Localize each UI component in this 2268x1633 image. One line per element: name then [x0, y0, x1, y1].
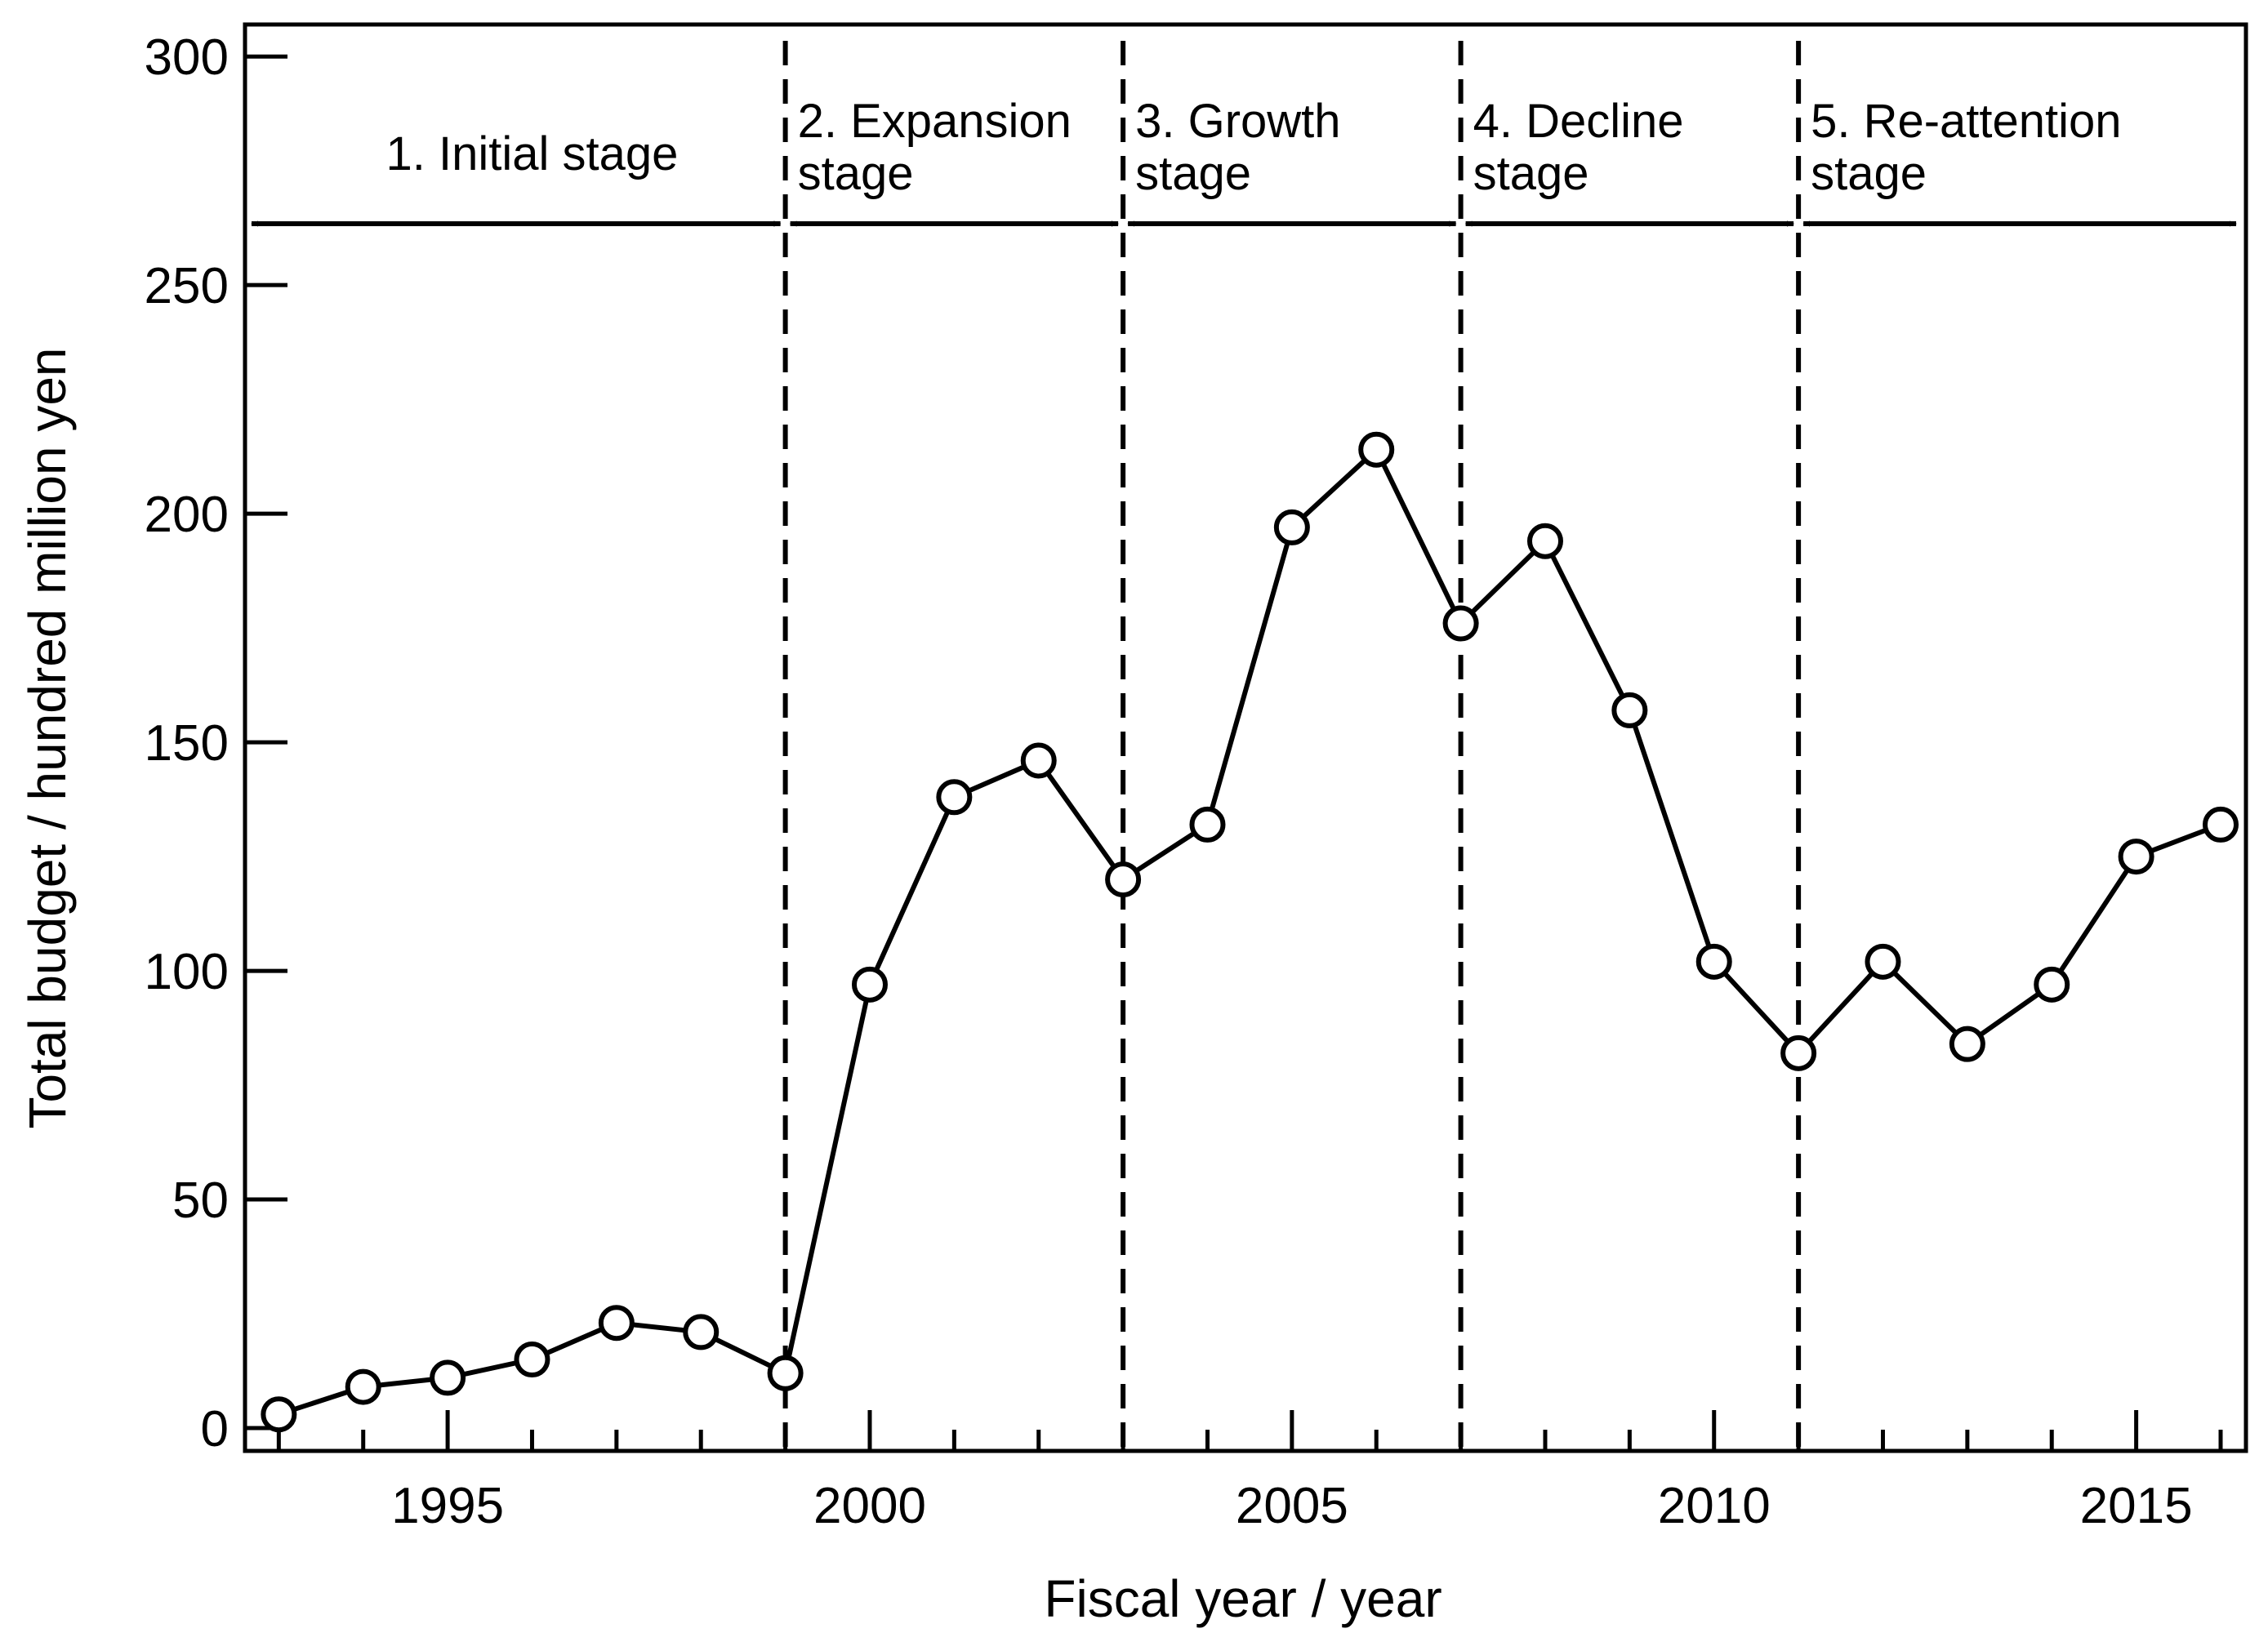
y-tick-label: 200 — [145, 487, 229, 543]
x-tick-label: 2005 — [1236, 1478, 1348, 1534]
stage-label-line: stage — [798, 147, 914, 200]
data-point — [1189, 806, 1226, 843]
y-tick-label: 250 — [145, 258, 229, 314]
stage-label-line: stage — [1135, 147, 1251, 200]
data-point — [1105, 861, 1142, 898]
stage-label-line: 3. Growth — [1135, 95, 1340, 148]
stage-label: 5. Re-attention stage — [1811, 95, 2121, 200]
data-point — [1949, 1026, 1985, 1062]
data-point — [2202, 806, 2239, 843]
stage-label-line: 1. Initial stage — [386, 127, 679, 180]
stage-label: 4. Decline stage — [1473, 95, 1684, 200]
y-tick-label: 100 — [145, 944, 229, 1000]
y-tick-label: 300 — [145, 29, 229, 86]
data-point — [2034, 966, 2070, 1003]
x-axis-title: Fiscal year / year — [1044, 1569, 1441, 1628]
series-line — [278, 445, 2222, 1417]
y-tick-label: 50 — [172, 1172, 229, 1229]
x-tick-label: 2000 — [813, 1478, 926, 1534]
data-point — [1020, 742, 1057, 779]
data-point — [598, 1305, 635, 1342]
y-tick-label: 150 — [145, 715, 229, 772]
stage-label-line: stage — [1811, 147, 1927, 200]
x-axis-ticks: 1995 2000 2005 2010 2015 — [276, 1410, 2223, 1534]
data-point — [430, 1359, 466, 1396]
stage-label-line: stage — [1473, 147, 1589, 200]
data-point — [1611, 692, 1648, 728]
x-tick-label: 2015 — [2080, 1478, 2193, 1534]
plot-frame — [243, 22, 2248, 1453]
stage-label-line: 2. Expansion — [798, 95, 1072, 148]
y-tick-label: 0 — [201, 1401, 229, 1457]
data-point — [1358, 431, 1395, 468]
data-point — [261, 1396, 297, 1433]
data-point — [936, 779, 973, 816]
data-point — [1865, 943, 1901, 980]
data-point — [1526, 523, 1563, 559]
data-point — [1695, 943, 1732, 980]
stage-label-line: 5. Re-attention — [1811, 95, 2121, 148]
data-point — [2118, 839, 2154, 875]
y-axis-ticks: 0 50 100 150 200 250 300 — [145, 29, 287, 1457]
stage-label: 2. Expansion stage — [798, 95, 1072, 200]
data-point — [1442, 605, 1479, 642]
data-point — [767, 1355, 804, 1391]
x-tick-label: 1995 — [391, 1478, 504, 1534]
data-point — [345, 1368, 381, 1405]
stage-label: 3. Growth stage — [1135, 95, 1340, 200]
data-point — [514, 1342, 550, 1378]
stage-label: 1. Initial stage — [386, 127, 679, 180]
data-point — [851, 966, 888, 1003]
x-tick-label: 2010 — [1658, 1478, 1771, 1534]
series-total-budget — [261, 431, 2239, 1433]
stage-boundaries — [782, 41, 1802, 1451]
data-point — [1273, 509, 1310, 545]
y-axis-title: Total budget / hundred million yen — [18, 347, 77, 1128]
data-point — [683, 1314, 720, 1350]
data-point — [1780, 1035, 1817, 1071]
stage-label-line: 4. Decline — [1473, 95, 1684, 148]
